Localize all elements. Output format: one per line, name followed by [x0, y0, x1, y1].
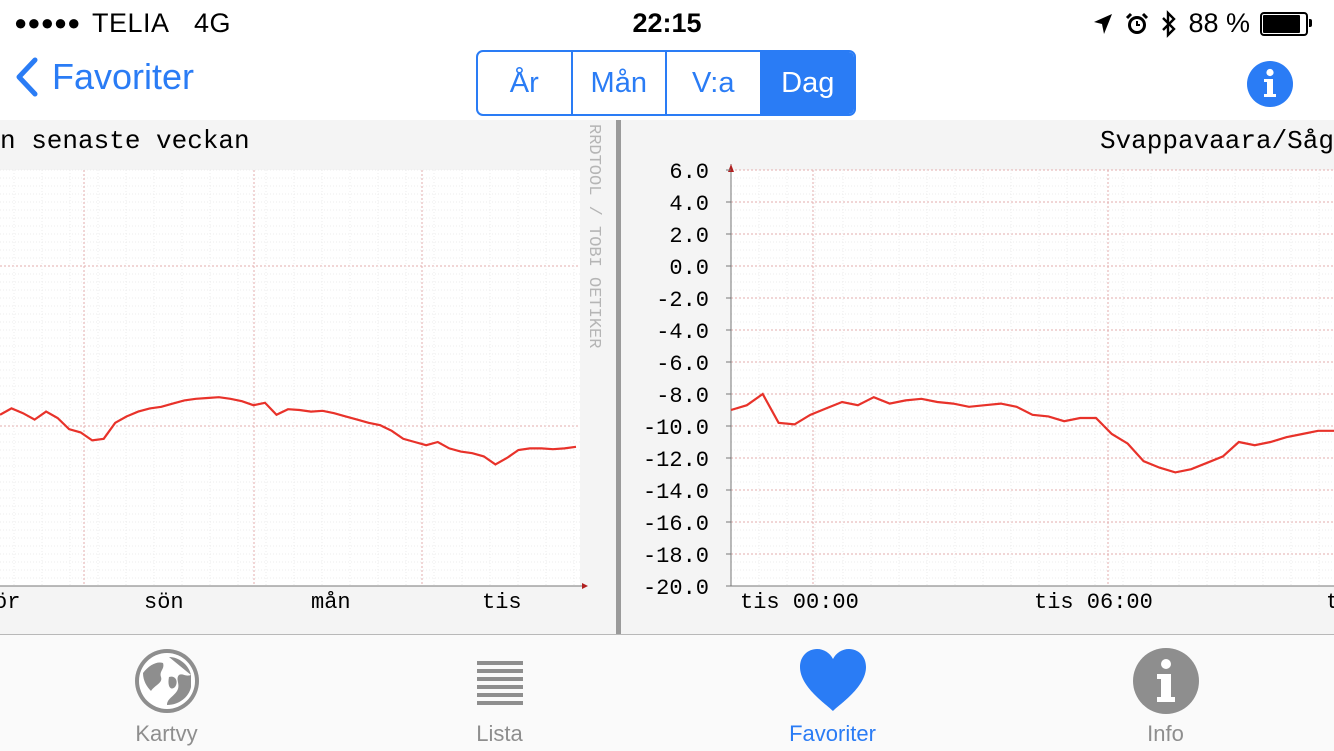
- left-grid: [0, 169, 580, 587]
- panel-divider: [616, 120, 621, 634]
- left-x-tick: mån: [311, 590, 351, 615]
- tab-label: Kartvy: [135, 721, 198, 746]
- tab-lista[interactable]: Lista: [333, 635, 666, 751]
- back-button-label: Favoriter: [52, 56, 195, 97]
- charts-svg: n senaste veckan ör sön mån tis RRDTOOL …: [0, 120, 1334, 634]
- y-tick-label: -12.0: [643, 448, 709, 473]
- heart-icon: [799, 649, 866, 711]
- right-chart-title: Svappavaara/Såg: [1100, 126, 1334, 156]
- segment-month[interactable]: Mån: [570, 52, 666, 114]
- right-series-line: [730, 392, 1334, 474]
- status-icons: 88 %: [1092, 8, 1312, 39]
- y-tick-label: -16.0: [643, 512, 709, 537]
- battery-fill: [1263, 14, 1300, 33]
- carrier-name: TELIA: [91, 8, 169, 38]
- left-chart-title: n senaste veckan: [0, 126, 250, 156]
- period-segmented-control: År Mån V:a Dag: [476, 50, 856, 116]
- tab-favoriter[interactable]: Favoriter: [666, 635, 999, 751]
- tab-bar: Kartvy Lista Favoriter Info: [0, 634, 1334, 751]
- y-tick-label: -20.0: [643, 576, 709, 601]
- back-button[interactable]: Favoriter: [14, 56, 194, 98]
- tab-label: Info: [1147, 721, 1184, 746]
- left-series-line: [0, 396, 577, 466]
- y-tick-label: -8.0: [656, 384, 709, 409]
- tab-label: Lista: [476, 721, 523, 746]
- carrier-info: ●●●●● TELIA 4G: [14, 8, 231, 39]
- battery-icon: [1260, 11, 1312, 36]
- right-chart[interactable]: 6.0 4.0 2.0 0.0 -2.0 -4.0 -6.0 -8.0 -10.0 -12.0 -1…: [621, 120, 1334, 634]
- right-x-tick: tis 00:00: [740, 590, 859, 615]
- y-tick-label: -18.0: [643, 544, 709, 569]
- segment-day[interactable]: Dag: [759, 52, 854, 114]
- clock: 22:15: [632, 8, 702, 38]
- info-icon: [1132, 648, 1199, 714]
- left-chart[interactable]: n senaste veckan ör sön mån tis RRDTOOL …: [0, 120, 616, 634]
- info-button-icon[interactable]: [1246, 60, 1294, 108]
- list-icon: [476, 661, 523, 705]
- y-tick-label: 2.0: [669, 224, 709, 249]
- rrdtool-credit: RRDTOOL / TOBI OETIKER: [584, 124, 603, 348]
- tab-label: Favoriter: [789, 721, 876, 746]
- battery-percent: 88 %: [1188, 8, 1250, 38]
- tab-info[interactable]: Info: [999, 635, 1332, 751]
- chevron-left-icon: [16, 57, 38, 97]
- y-tick-label: -10.0: [643, 416, 709, 441]
- right-plot-area: [731, 170, 1334, 586]
- left-x-tick: ör: [0, 590, 20, 615]
- location-arrow-icon: [1094, 13, 1113, 34]
- left-x-tick: tis: [482, 590, 522, 615]
- globe-icon: [134, 649, 199, 713]
- left-x-tick: sön: [144, 590, 184, 615]
- right-x-tick: tis 06:00: [1034, 590, 1153, 615]
- y-tick-label: 6.0: [669, 160, 709, 185]
- y-tick-label: -4.0: [656, 320, 709, 345]
- right-y-ticks: 6.0 4.0 2.0 0.0 -2.0 -4.0 -6.0 -8.0 -10.0 -12.0 -1…: [643, 160, 731, 601]
- y-tick-label: 0.0: [669, 256, 709, 281]
- tab-kartvy[interactable]: Kartvy: [0, 635, 333, 751]
- y-tick-label: -2.0: [656, 288, 709, 313]
- alarm-icon: [1126, 12, 1149, 34]
- network-type: 4G: [194, 8, 232, 38]
- right-x-tick: t: [1326, 590, 1334, 615]
- status-bar: ●●●●● TELIA 4G 22:15 88 %: [0, 0, 1334, 48]
- y-tick-label: 4.0: [669, 192, 709, 217]
- y-tick-label: -14.0: [643, 480, 709, 505]
- charts-area: n senaste veckan ör sön mån tis RRDTOOL …: [0, 120, 1334, 634]
- bluetooth-icon: [1162, 9, 1177, 38]
- navigation-bar: Favoriter År Mån V:a Dag: [0, 48, 1334, 120]
- signal-dots-icon: ●●●●●: [14, 10, 81, 35]
- y-tick-label: -6.0: [656, 352, 709, 377]
- segment-week[interactable]: V:a: [665, 52, 760, 114]
- left-x-axis-arrow: [582, 583, 588, 589]
- segment-year[interactable]: År: [509, 66, 539, 99]
